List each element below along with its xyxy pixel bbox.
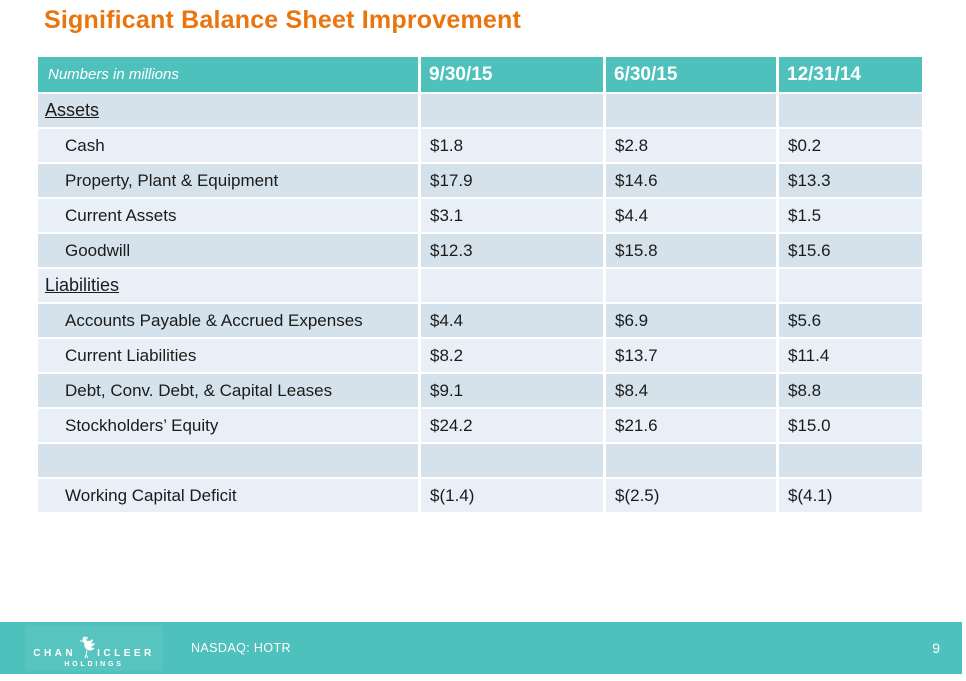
row-label	[38, 444, 418, 477]
row-label: Accounts Payable & Accrued Expenses	[38, 304, 418, 337]
cell-value: $15.6	[779, 234, 922, 267]
cell-value: $3.1	[421, 199, 603, 232]
row-label: Debt, Conv. Debt, & Capital Leases	[38, 374, 418, 407]
cell-value: $6.9	[606, 304, 776, 337]
cell-value: $12.3	[421, 234, 603, 267]
cell-value	[606, 444, 776, 477]
cell-value	[421, 94, 603, 127]
table-header-col-2: 12/31/14	[779, 57, 922, 92]
cell-value: $0.2	[779, 129, 922, 162]
cell-value: $1.8	[421, 129, 603, 162]
cell-value: $(4.1)	[779, 479, 922, 512]
cell-value: $4.4	[421, 304, 603, 337]
logo-text-right: ICLEER	[97, 647, 155, 659]
row-label: Liabilities	[38, 269, 418, 302]
cell-value: $24.2	[421, 409, 603, 442]
cell-value	[606, 94, 776, 127]
table-header-label: Numbers in millions	[38, 57, 418, 92]
cell-value: $21.6	[606, 409, 776, 442]
cell-value: $15.8	[606, 234, 776, 267]
cell-value	[779, 94, 922, 127]
cell-value: $9.1	[421, 374, 603, 407]
row-label: Stockholders’ Equity	[38, 409, 418, 442]
logo-subtext: HOLDINGS	[64, 660, 124, 668]
cell-value: $8.4	[606, 374, 776, 407]
rooster-icon	[77, 633, 97, 663]
cell-value	[779, 269, 922, 302]
cell-value: $8.2	[421, 339, 603, 372]
page-title: Significant Balance Sheet Improvement	[44, 6, 521, 34]
balance-sheet-table: Numbers in millions 9/30/15 6/30/15 12/31/1…	[38, 57, 922, 512]
cell-value: $8.8	[779, 374, 922, 407]
cell-value: $(1.4)	[421, 479, 603, 512]
row-label: Cash	[38, 129, 418, 162]
table-header-col-0: 9/30/15	[421, 57, 603, 92]
logo-wordmark: CHAN	[33, 629, 155, 659]
row-label: Goodwill	[38, 234, 418, 267]
cell-value: $1.5	[779, 199, 922, 232]
cell-value: $11.4	[779, 339, 922, 372]
cell-value	[421, 444, 603, 477]
cell-value: $14.6	[606, 164, 776, 197]
row-label: Current Assets	[38, 199, 418, 232]
cell-value	[421, 269, 603, 302]
cell-value: $5.6	[779, 304, 922, 337]
logo-text-left: CHAN	[33, 647, 77, 659]
footer-bar: CHAN	[0, 622, 962, 674]
cell-value: $15.0	[779, 409, 922, 442]
chanticleer-logo: CHAN	[25, 625, 163, 671]
cell-value: $13.7	[606, 339, 776, 372]
ticker-text: NASDAQ: HOTR	[191, 641, 291, 655]
cell-value	[779, 444, 922, 477]
table-header-col-1: 6/30/15	[606, 57, 776, 92]
cell-value: $17.9	[421, 164, 603, 197]
row-label: Current Liabilities	[38, 339, 418, 372]
row-label: Working Capital Deficit	[38, 479, 418, 512]
cell-value	[606, 269, 776, 302]
row-label: Property, Plant & Equipment	[38, 164, 418, 197]
cell-value: $13.3	[779, 164, 922, 197]
cell-value: $(2.5)	[606, 479, 776, 512]
page-number: 9	[932, 640, 940, 656]
cell-value: $4.4	[606, 199, 776, 232]
row-label: Assets	[38, 94, 418, 127]
cell-value: $2.8	[606, 129, 776, 162]
